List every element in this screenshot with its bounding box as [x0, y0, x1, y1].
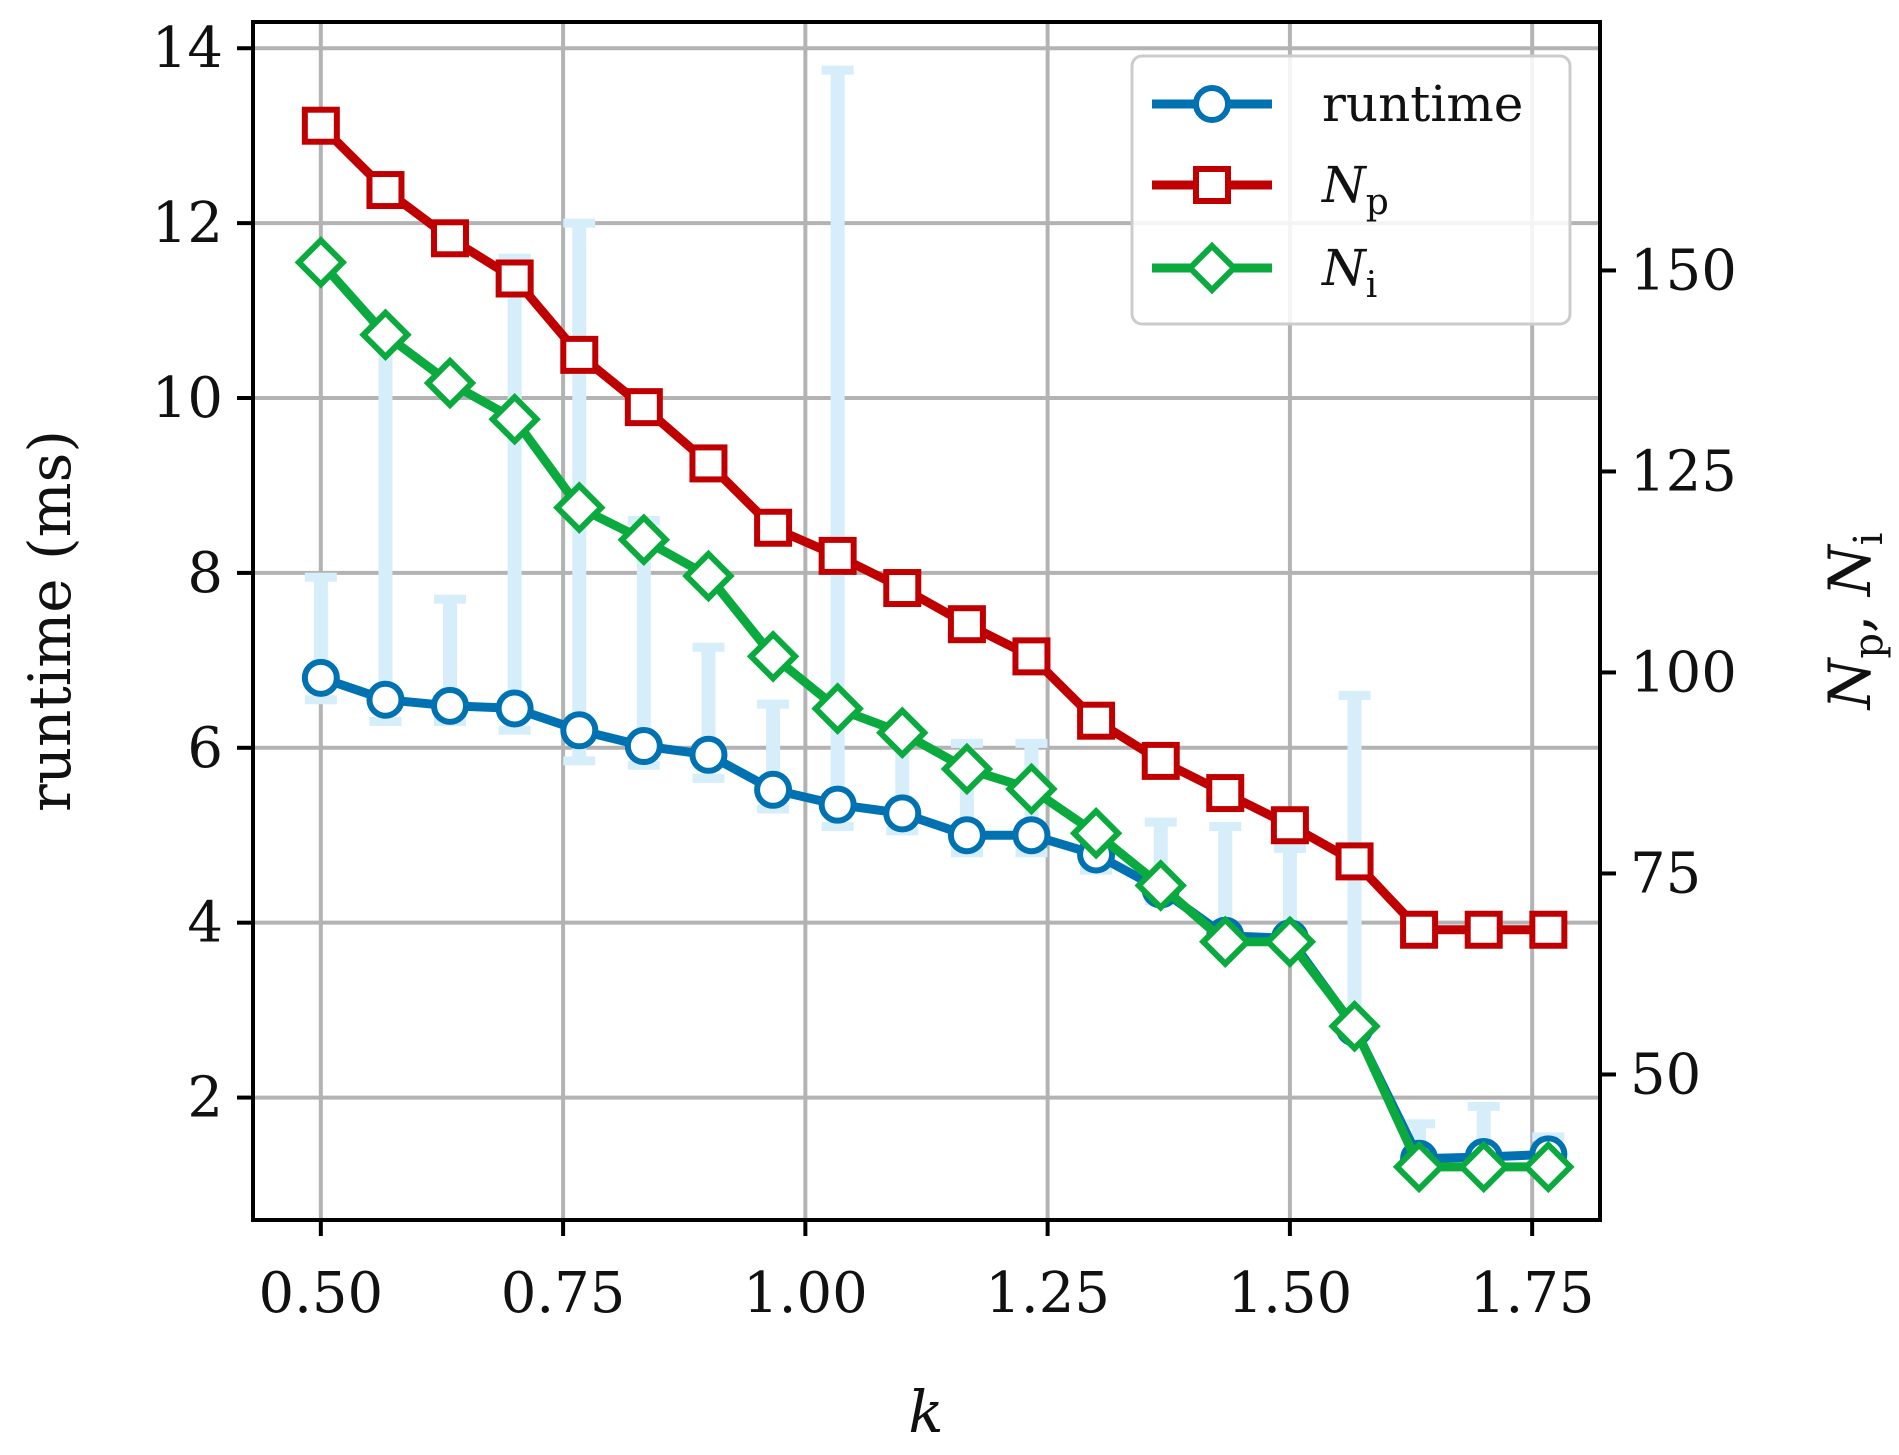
- point-N_i-18: [1457, 1140, 1510, 1194]
- point-N_p-11: [1012, 637, 1051, 676]
- legend-marker-runtime: [1193, 85, 1231, 123]
- x-axis-title: k: [908, 1378, 943, 1446]
- legend-label-runtime: runtime: [1322, 75, 1523, 133]
- point-N_i-12: [1069, 807, 1123, 860]
- x-tick-label-1.00: 1.00: [743, 1261, 868, 1326]
- point-runtime-3: [495, 689, 534, 728]
- x-tick-label-1.25: 1.25: [985, 1261, 1110, 1326]
- legend-box: [1130, 54, 1572, 326]
- series-N_p: [301, 106, 1568, 949]
- x-tick-label-0.50: 0.50: [258, 1261, 383, 1326]
- point-N_i-17: [1392, 1140, 1446, 1194]
- point-N_p-12: [1077, 701, 1116, 740]
- point-N_i-11: [1005, 762, 1058, 816]
- point-N_p-2: [431, 219, 470, 258]
- point-runtime-11: [1012, 816, 1051, 855]
- point-N_i-14: [1199, 915, 1252, 969]
- point-N_p-4: [560, 335, 599, 374]
- left-y-tick-label-12: 12: [152, 191, 223, 256]
- point-N_p-16: [1335, 842, 1374, 881]
- right-y-axis-ticks: 50 75 100 125 150: [1600, 238, 1737, 1107]
- legend-item-ni: Ni: [1152, 239, 1377, 306]
- point-runtime-2: [431, 686, 470, 725]
- point-runtime-10: [947, 816, 986, 855]
- point-N_i-19: [1522, 1140, 1575, 1194]
- point-N_i-4: [553, 481, 606, 534]
- left-y-tick-label-4: 4: [187, 891, 223, 956]
- left-y-axis-title: runtime (ms): [16, 430, 84, 812]
- right-y-tick-label-75: 75: [1630, 841, 1701, 906]
- point-N_p-8: [818, 536, 857, 575]
- point-N_p-5: [624, 388, 663, 427]
- right-y-tick-label-100: 100: [1630, 640, 1737, 705]
- x-tick-label-1.50: 1.50: [1228, 1261, 1353, 1326]
- plot-frame: [251, 20, 1602, 1222]
- right-y-tick-label-50: 50: [1630, 1042, 1701, 1107]
- right-y-tick-label-125: 125: [1630, 439, 1737, 504]
- point-N_p-0: [301, 106, 340, 145]
- left-y-axis-ticks: 2 4 6 8 10 12 14: [152, 16, 253, 1131]
- point-N_i-15: [1263, 915, 1317, 969]
- point-N_i-16: [1328, 999, 1381, 1053]
- point-N_i-7: [746, 630, 800, 683]
- point-N_p-7: [754, 508, 793, 547]
- legend-marker-ni: [1185, 241, 1239, 295]
- legend: runtime Np Ni: [1130, 54, 1572, 326]
- point-runtime-0: [301, 658, 340, 697]
- legend-label-np: Np: [1321, 156, 1389, 223]
- legend-marker-np: [1193, 166, 1231, 204]
- x-tick-label-1.75: 1.75: [1470, 1261, 1595, 1326]
- point-N_p-17: [1400, 910, 1439, 949]
- point-N_p-19: [1529, 910, 1568, 949]
- left-y-tick-label-8: 8: [187, 541, 223, 606]
- point-N_i-1: [359, 308, 412, 362]
- point-N_i-13: [1134, 859, 1187, 912]
- point-runtime-1: [366, 680, 405, 719]
- right-y-axis-title: Np, Ni: [1816, 533, 1892, 712]
- left-y-tick-label-10: 10: [152, 366, 223, 431]
- point-runtime-6: [689, 735, 728, 774]
- point-N_i-9: [876, 706, 929, 760]
- left-y-tick-label-2: 2: [187, 1066, 223, 1131]
- point-N_i-2: [423, 356, 477, 410]
- legend-label-ni: Ni: [1321, 239, 1377, 306]
- point-runtime-5: [624, 727, 663, 766]
- series-N_i: [294, 236, 1575, 1194]
- legend-item-runtime: runtime: [1152, 75, 1523, 133]
- point-N_p-18: [1464, 910, 1503, 949]
- point-runtime-9: [883, 794, 922, 833]
- point-N_i-5: [617, 513, 671, 567]
- point-N_p-10: [947, 605, 986, 644]
- point-runtime-8: [818, 785, 857, 824]
- point-N_i-3: [488, 392, 541, 446]
- x-tick-label-0.75: 0.75: [501, 1261, 626, 1326]
- left-y-tick-label-6: 6: [187, 716, 223, 781]
- point-N_i-10: [940, 742, 994, 796]
- x-axis-ticks: 0.50 0.75 1.00 1.25 1.50 1.75: [258, 1220, 1595, 1326]
- legend-item-np: Np: [1152, 156, 1389, 223]
- point-runtime-7: [754, 770, 793, 809]
- point-N_p-3: [495, 259, 534, 298]
- point-N_p-13: [1141, 741, 1180, 780]
- point-N_p-9: [883, 569, 922, 608]
- point-N_i-8: [811, 682, 864, 735]
- point-N_p-1: [366, 171, 405, 210]
- point-N_p-6: [689, 444, 728, 483]
- point-N_i-0: [294, 236, 348, 289]
- right-y-tick-label-150: 150: [1630, 238, 1737, 303]
- point-runtime-4: [560, 711, 599, 750]
- point-N_p-14: [1206, 774, 1245, 813]
- point-N_p-15: [1270, 806, 1309, 845]
- point-N_i-6: [682, 549, 735, 603]
- left-y-tick-label-14: 14: [152, 16, 223, 81]
- series-layer: [294, 106, 1575, 1194]
